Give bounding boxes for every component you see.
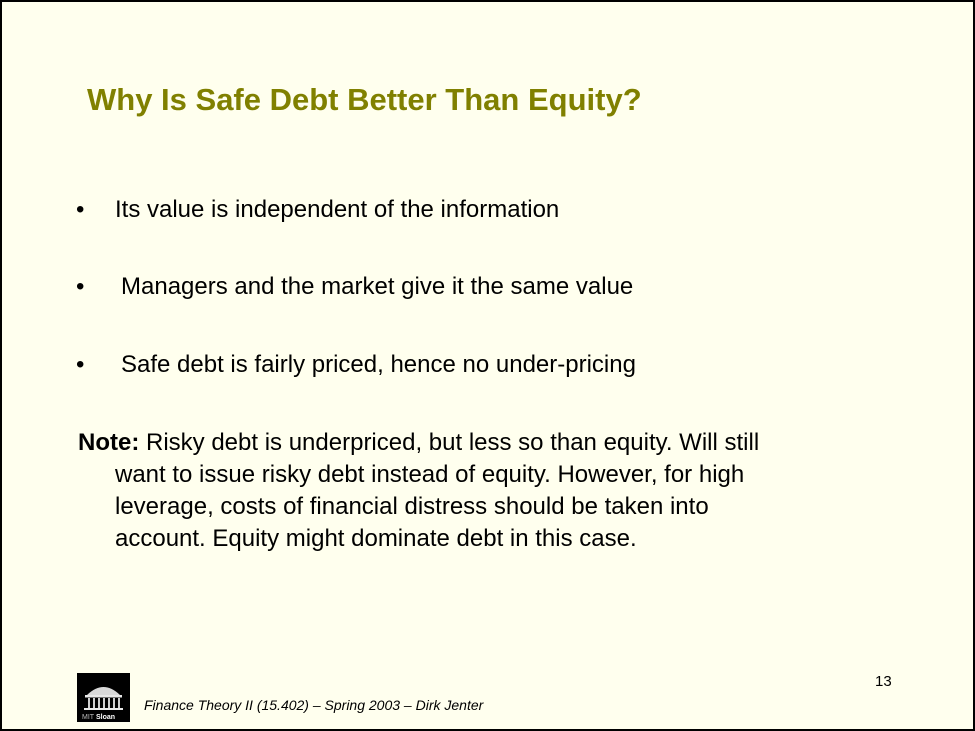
logo-text-mit: MIT [82, 714, 95, 721]
mit-sloan-logo: MIT Sloan [77, 673, 130, 722]
note-line: leverage, costs of financial distress sh… [115, 493, 709, 520]
note-line: want to issue risky debt instead of equi… [115, 461, 745, 488]
note-label: Note: [78, 429, 140, 456]
logo-text-sloan: Sloan [96, 714, 115, 721]
bullet-icon: • [76, 273, 85, 300]
note-line: Note: Risky debt is underpriced, but les… [78, 427, 878, 459]
footer-text: Finance Theory II (15.402) – Spring 2003… [144, 697, 484, 713]
note-line: account. Equity might dominate debt in t… [115, 525, 637, 552]
slide-title: Why Is Safe Debt Better Than Equity? [87, 82, 642, 117]
bullet-icon: • [76, 351, 85, 378]
bullet-text: Managers and the market give it the same… [121, 273, 634, 300]
bullet-icon: • [76, 196, 85, 223]
note-paragraph: Note: Risky debt is underpriced, but les… [78, 427, 878, 555]
note-text: Risky debt is underpriced, but less so t… [139, 429, 760, 456]
bullet-text: Safe debt is fairly priced, hence no und… [121, 351, 636, 378]
bullet-text: Its value is independent of the informat… [115, 196, 560, 223]
page-number: 13 [875, 673, 892, 690]
mit-dome-icon: MIT Sloan [77, 673, 130, 722]
